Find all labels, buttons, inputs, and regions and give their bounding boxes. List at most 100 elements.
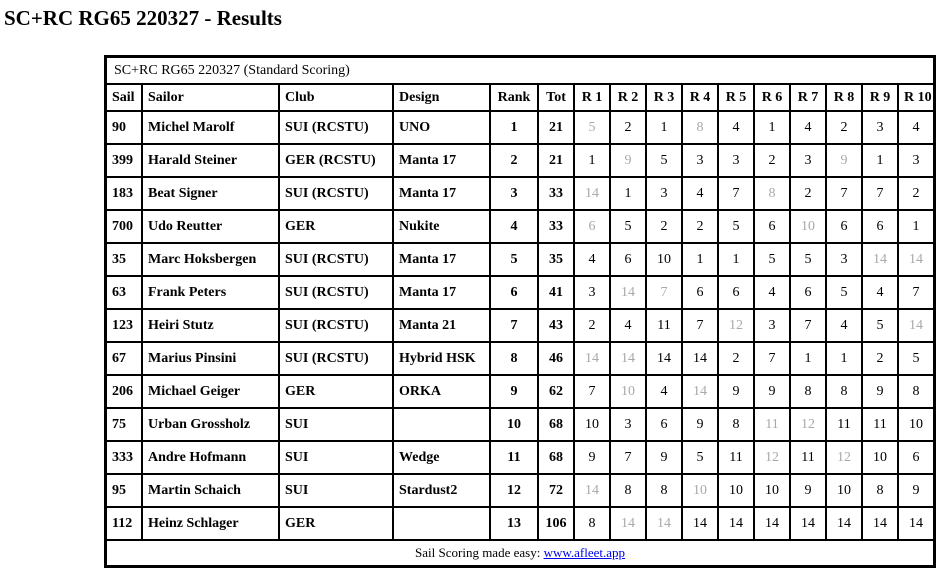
race-score-cell-discarded: 10	[682, 474, 718, 507]
race-score-cell: 10	[754, 474, 790, 507]
rank-cell: 2	[490, 144, 538, 177]
race-score-cell: 3	[790, 144, 826, 177]
race-score-cell: 3	[682, 144, 718, 177]
race-score-cell: 3	[610, 408, 646, 441]
race-score-cell-discarded: 12	[826, 441, 862, 474]
race-score-cell-discarded: 14	[610, 507, 646, 540]
race-score-cell: 6	[862, 210, 898, 243]
race-score-cell: 2	[862, 342, 898, 375]
race-score-cell: 5	[646, 144, 682, 177]
sail-cell: 333	[106, 441, 142, 474]
sail-cell: 67	[106, 342, 142, 375]
column-header-tot: Tot	[538, 84, 574, 111]
column-header-rank: Rank	[490, 84, 538, 111]
column-header-r6: R 6	[754, 84, 790, 111]
design-cell: UNO	[393, 111, 490, 144]
race-score-cell: 4	[790, 111, 826, 144]
race-score-cell: 1	[862, 144, 898, 177]
results-row: 206 Michael Geiger GER ORKA 9 62 7 10 4 14 9 9 8 8 9 8	[106, 375, 935, 408]
race-score-cell: 10	[826, 474, 862, 507]
sail-cell: 700	[106, 210, 142, 243]
race-score-cell: 1	[682, 243, 718, 276]
race-score-cell: 8	[862, 474, 898, 507]
race-score-cell: 4	[682, 177, 718, 210]
rank-cell: 4	[490, 210, 538, 243]
race-score-cell: 5	[682, 441, 718, 474]
race-score-cell-discarded: 9	[826, 144, 862, 177]
race-score-cell: 9	[574, 441, 610, 474]
design-cell: Nukite	[393, 210, 490, 243]
sail-cell: 183	[106, 177, 142, 210]
column-header-r4: R 4	[682, 84, 718, 111]
race-score-cell-discarded: 8	[754, 177, 790, 210]
results-row: 63 Frank Peters SUI (RCSTU) Manta 17 6 41 3 14 7…	[106, 276, 935, 309]
race-score-cell: 14	[682, 342, 718, 375]
sail-cell: 399	[106, 144, 142, 177]
race-score-cell: 4	[898, 111, 935, 144]
sail-cell: 123	[106, 309, 142, 342]
race-score-cell: 2	[610, 111, 646, 144]
sail-cell: 63	[106, 276, 142, 309]
race-score-cell: 7	[610, 441, 646, 474]
race-score-cell: 5	[862, 309, 898, 342]
club-cell: GER	[279, 375, 393, 408]
race-score-cell: 8	[610, 474, 646, 507]
race-score-cell-discarded: 7	[646, 276, 682, 309]
race-score-cell: 6	[646, 408, 682, 441]
race-score-cell: 2	[754, 144, 790, 177]
sailor-cell: Michael Geiger	[142, 375, 279, 408]
race-score-cell: 1	[898, 210, 935, 243]
total-cell: 68	[538, 441, 574, 474]
column-header-club: Club	[279, 84, 393, 111]
race-score-cell: 5	[718, 210, 754, 243]
club-cell: SUI	[279, 408, 393, 441]
race-score-cell: 7	[862, 177, 898, 210]
design-cell: ORKA	[393, 375, 490, 408]
race-score-cell: 6	[898, 441, 935, 474]
race-score-cell-discarded: 14	[610, 276, 646, 309]
race-score-cell: 7	[718, 177, 754, 210]
rank-cell: 12	[490, 474, 538, 507]
results-row: 399 Harald Steiner GER (RCSTU) Manta 17 2 21 1…	[106, 144, 935, 177]
race-score-cell: 1	[754, 111, 790, 144]
total-cell: 43	[538, 309, 574, 342]
sail-cell: 75	[106, 408, 142, 441]
race-score-cell: 11	[826, 408, 862, 441]
rank-cell: 10	[490, 408, 538, 441]
race-score-cell: 4	[574, 243, 610, 276]
race-score-cell: 14	[790, 507, 826, 540]
race-score-cell: 4	[610, 309, 646, 342]
sail-cell: 90	[106, 111, 142, 144]
column-header-design: Design	[393, 84, 490, 111]
race-score-cell: 3	[754, 309, 790, 342]
race-score-cell: 14	[826, 507, 862, 540]
club-cell: GER	[279, 507, 393, 540]
race-score-cell: 8	[898, 375, 935, 408]
race-score-cell-discarded: 14	[574, 177, 610, 210]
results-row: 700 Udo Reutter GER Nukite 4 33 6 5 2 2 5 6 10 6 6 1	[106, 210, 935, 243]
sail-cell: 206	[106, 375, 142, 408]
sailor-cell: Frank Peters	[142, 276, 279, 309]
race-score-cell: 3	[718, 144, 754, 177]
club-cell: SUI (RCSTU)	[279, 276, 393, 309]
race-score-cell-discarded: 12	[790, 408, 826, 441]
race-score-cell: 4	[862, 276, 898, 309]
afleet-link[interactable]: www.afleet.app	[543, 545, 626, 560]
sailor-cell: Heinz Schlager	[142, 507, 279, 540]
race-score-cell: 8	[790, 375, 826, 408]
rank-cell: 11	[490, 441, 538, 474]
rank-cell: 6	[490, 276, 538, 309]
results-row: 35 Marc Hoksbergen SUI (RCSTU) Manta 17 5 35 4…	[106, 243, 935, 276]
race-score-cell: 7	[754, 342, 790, 375]
total-cell: 72	[538, 474, 574, 507]
sailor-cell: Michel Marolf	[142, 111, 279, 144]
race-score-cell: 5	[898, 342, 935, 375]
race-score-cell: 5	[826, 276, 862, 309]
race-score-cell: 11	[790, 441, 826, 474]
race-score-cell-discarded: 10	[790, 210, 826, 243]
race-score-cell-discarded: 14	[898, 243, 935, 276]
total-cell: 21	[538, 144, 574, 177]
race-score-cell: 9	[790, 474, 826, 507]
